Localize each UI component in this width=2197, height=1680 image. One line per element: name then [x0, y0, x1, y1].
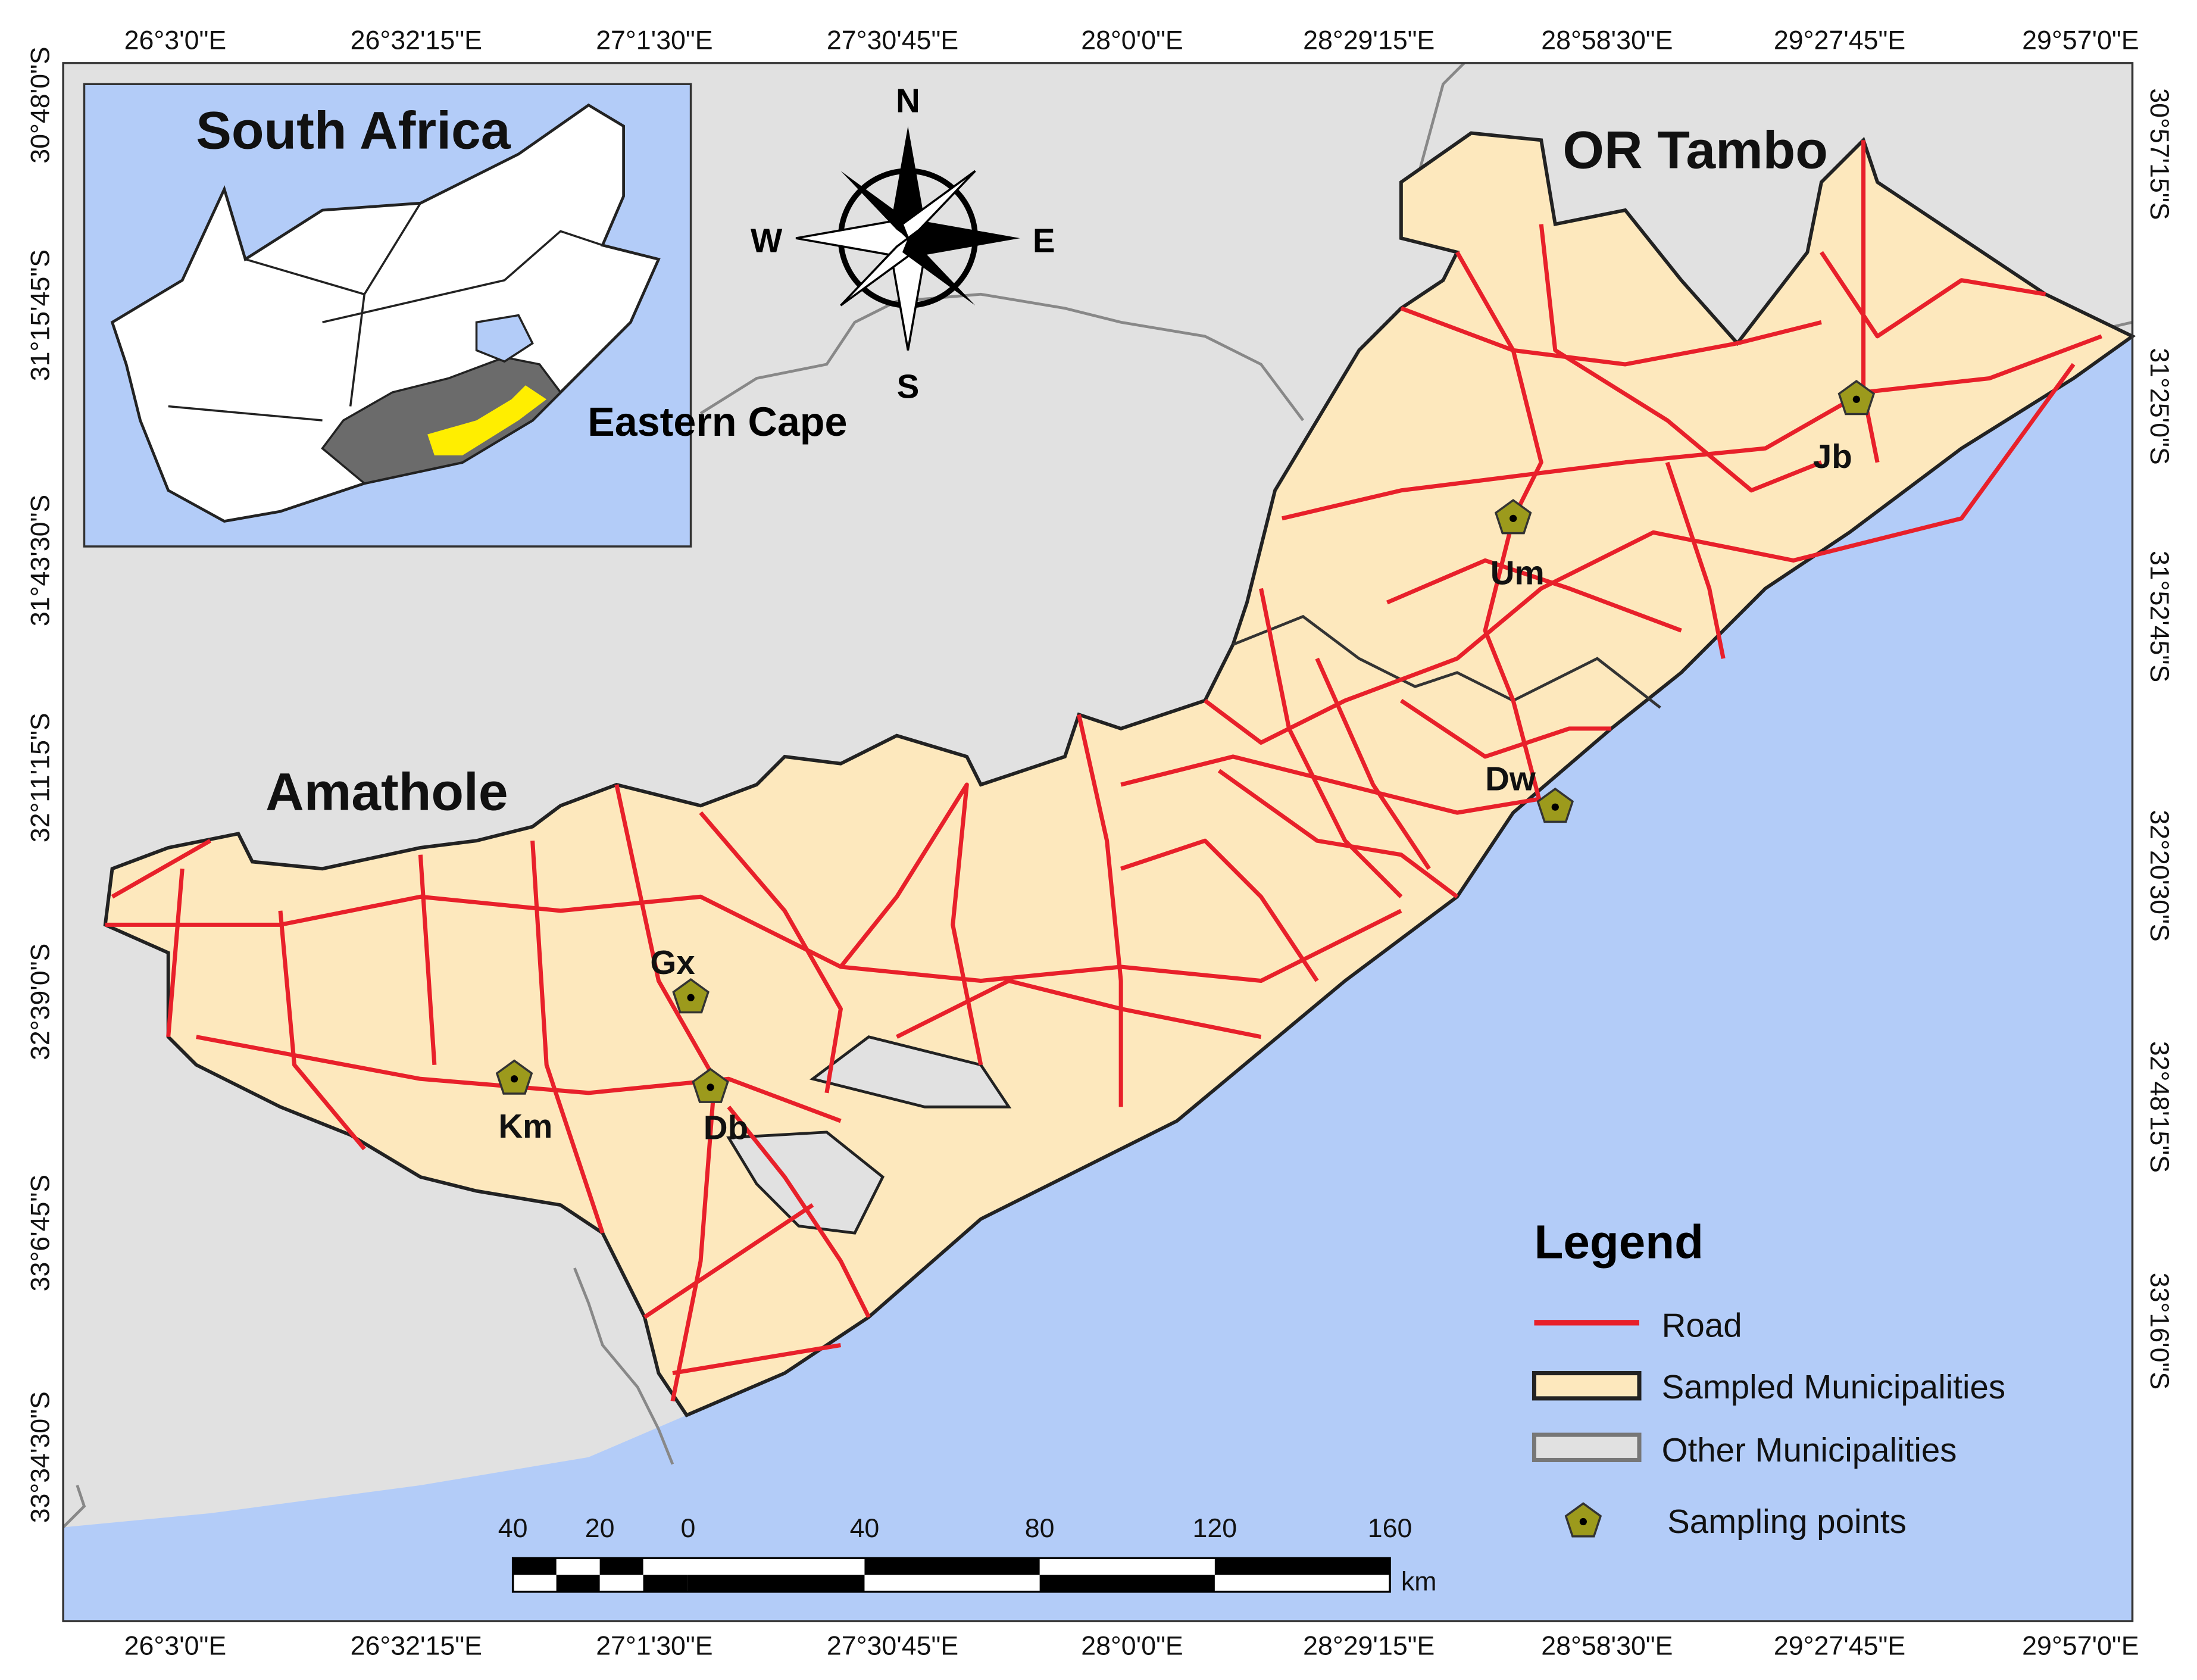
graticule-labels: 26°3'0"E 26°3'0"E 26°32'15"E 26°32'15"E 27°1…	[26, 26, 2174, 1660]
inset-lesotho	[475, 314, 534, 363]
sampling-point-label: Db	[704, 1108, 748, 1146]
lon-label-bottom: 29°57'0"E	[2022, 1632, 2139, 1661]
sampled-municipalities	[103, 131, 2136, 1417]
lon-label-bottom: 26°32'15"E	[351, 1632, 482, 1661]
lon-label-top: 28°0'0"E	[1081, 26, 1183, 55]
scale-label: 160	[1368, 1514, 1412, 1543]
sampling-points: Jb Um Dw Gx Km Db	[496, 380, 1875, 1146]
compass-e: E	[1033, 222, 1055, 260]
sampling-point-label: Gx	[650, 944, 695, 981]
lon-label-top: 26°32'15"E	[351, 26, 482, 55]
lat-label-left: 32°39'0"S	[26, 944, 55, 1060]
region-label: Amathole	[265, 761, 508, 821]
lon-label-bottom: 28°58'30"E	[1541, 1632, 1673, 1661]
ocean	[63, 336, 2133, 1622]
lon-label-bottom: 28°29'15"E	[1303, 1632, 1435, 1661]
scale-bar: 40 20 0 40 80 120 160 km	[498, 1514, 1437, 1596]
lat-label-left: 30°48'0"S	[26, 46, 55, 163]
lon-label-top: 29°57'0"E	[2022, 26, 2139, 55]
inset-province	[321, 356, 562, 485]
legend-label: Road	[1662, 1306, 1742, 1344]
legend-label: Sampling points	[1667, 1503, 1907, 1540]
lon-label-bottom: 27°30'45"E	[827, 1632, 958, 1661]
municipal-border	[62, 1267, 674, 1529]
other-municipality-area	[726, 1035, 1012, 1235]
lat-label-left: 32°11'15"S	[26, 713, 55, 842]
lat-label-left: 33°34'30"S	[26, 1391, 55, 1523]
lat-label-right: 32°20'30"S	[2145, 810, 2174, 941]
lat-label-right: 33°16'0"S	[2145, 1273, 2174, 1389]
sampling-point-label: Km	[498, 1107, 552, 1145]
scale-label: 120	[1193, 1514, 1237, 1543]
scale-label: 0	[680, 1514, 695, 1543]
scale-label: 20	[585, 1514, 615, 1543]
lat-label-left: 31°15'45"S	[26, 249, 55, 381]
lon-label-top: 26°3'0"E	[124, 26, 227, 55]
lon-label-bottom: 28°0'0"E	[1081, 1632, 1183, 1661]
scale-label: 80	[1025, 1514, 1055, 1543]
inset-borders	[168, 202, 603, 421]
lon-label-bottom: 27°1'30"E	[596, 1632, 712, 1661]
map-frame	[62, 62, 2134, 1622]
compass-s: S	[897, 367, 920, 405]
legend-swatch	[1532, 1432, 1642, 1463]
lat-label-right: 32°48'15"S	[2145, 1041, 2174, 1173]
legend-label: Sampled Municipalities	[1662, 1368, 2006, 1406]
compass-n: N	[896, 82, 920, 119]
region-label: OR Tambo	[1562, 120, 1827, 179]
lat-label-right: 31°25'0"S	[2145, 348, 2174, 464]
legend-label: Other Municipalities	[1662, 1431, 1957, 1469]
legend-swatch	[1532, 1371, 1642, 1401]
sampling-point-label: Um	[1490, 554, 1545, 591]
inset-province-label: Eastern Cape	[587, 399, 847, 445]
lat-label-left: 31°43'30"S	[26, 495, 55, 626]
lon-label-top: 29°27'45"E	[1774, 26, 1905, 55]
compass-w: W	[751, 222, 783, 260]
scale-unit: km	[1401, 1567, 1437, 1596]
lon-label-bottom: 26°3'0"E	[124, 1632, 227, 1661]
inset-study-area	[427, 385, 547, 455]
lon-label-bottom: 29°27'45"E	[1774, 1632, 1905, 1661]
legend-title: Legend	[1534, 1216, 1704, 1269]
inset-country-label: South Africa	[196, 100, 511, 160]
lon-label-top: 27°30'45"E	[827, 26, 958, 55]
lon-label-top: 27°1'30"E	[596, 26, 712, 55]
legend: Legend Road Sampled Municipalities Other…	[1532, 1216, 2006, 1540]
lat-label-right: 30°57'15"S	[2145, 88, 2174, 220]
scale-label: 40	[498, 1514, 528, 1543]
lon-label-top: 28°58'30"E	[1541, 26, 1673, 55]
sampling-point-label: Dw	[1485, 760, 1536, 797]
lon-label-top: 28°29'15"E	[1303, 26, 1435, 55]
sampling-point-label: Jb	[1813, 438, 1852, 475]
compass: N S W E	[751, 82, 1055, 405]
district-border	[1232, 614, 1661, 709]
lat-label-left: 33°6'45"S	[26, 1175, 55, 1291]
scale-label: 40	[850, 1514, 880, 1543]
lat-label-right: 31°52'45"S	[2145, 551, 2174, 682]
